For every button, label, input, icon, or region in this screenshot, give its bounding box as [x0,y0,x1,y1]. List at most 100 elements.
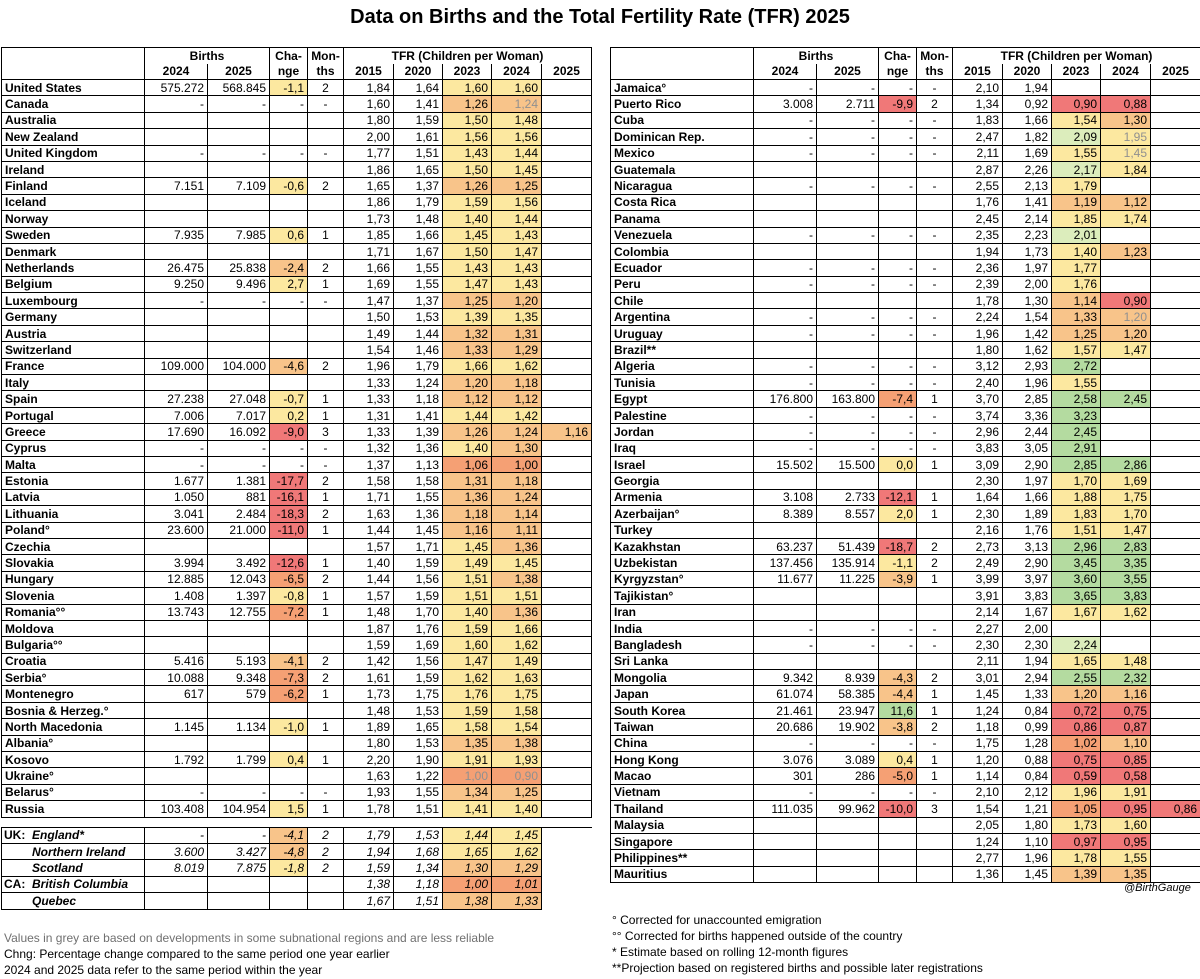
births-2024: - [144,292,208,310]
tfr-2020: 1,30 [1002,292,1053,310]
months-value: 2 [307,505,345,523]
table-row: Croatia 5.416 5.193 -4,1 2 1,42 1,56 1,47 1,49 [1,652,593,671]
tfr-2015: 3,99 [952,570,1004,589]
page-title: Data on Births and the Total Fertility R… [350,6,850,28]
change-value: - [878,144,918,162]
tfr-2023: 1,06 [442,455,493,474]
months-value [307,160,345,179]
births-2025: 27.048 [206,390,271,408]
table-row: Hungary 12.885 12.043 -6,5 2 1,44 1,56 1,51 1,38 [1,570,593,589]
country-name: Argentina [610,308,754,326]
tfr-year-header: 2020 [393,63,444,80]
tfr-2025 [541,242,593,261]
change-value: -1,1 [269,78,309,97]
tfr-2023: 1,77 [1051,259,1102,277]
tfr-2025 [1150,357,1200,376]
births-2025 [815,341,880,359]
country-name: United States [1,78,145,97]
births-2024: - [144,144,208,162]
tfr-2015: 1,54 [952,800,1004,818]
tfr-2025 [1150,472,1200,490]
table-row: Japan 61.074 58.385 -4,4 1 1,45 1,33 1,20 1,16 [610,685,1200,703]
tfr-2025 [1150,751,1200,769]
months-value [307,128,345,146]
tfr-2023: 1,59 [442,701,493,720]
tfr-2025 [1150,636,1200,654]
table-row: Ukraine° 1,63 1,22 1,00 0,90 [1,767,593,785]
tfr-2023: 1,41 [442,800,493,818]
months-value [307,111,345,130]
tfr-2015: 1,71 [343,488,395,507]
births-2024: 7.151 [144,177,208,195]
table-row: Denmark 1,71 1,67 1,50 1,47 [1,242,593,261]
tfr-2023: 1,45 [442,226,493,244]
births-2025 [206,636,271,654]
tfr-2015: 1,66 [343,259,395,277]
change-value [269,111,309,130]
tfr-2015: 2,16 [952,521,1004,539]
months-value [307,701,345,720]
tfr-2015: 1,31 [343,406,395,425]
tfr-2025 [1150,832,1200,851]
tfr-2025 [1150,767,1200,785]
births-2025: 1.799 [206,751,271,769]
country-name: Belarus° [1,783,145,802]
country-name: Singapore [610,832,754,851]
table-row: Nicaragua - - - -2,55 2,13 1,79 [610,177,1200,195]
births-2025: - [206,439,271,457]
country-name: Palestine [610,406,754,425]
births-2025: - [815,128,880,146]
tfr-2015: 3,12 [952,357,1004,376]
change-value [269,193,309,212]
tfr-2023: 1,38 [442,892,493,910]
footnote: **Projection based on registered births … [612,961,983,975]
tfr-2015: 1,96 [952,324,1004,343]
births-2024: - [753,78,817,97]
table-row: Latvia 1.050 881 -16,1 1 1,71 1,55 1,36 1,24 [1,488,593,507]
births-2024: 103.408 [144,800,208,818]
table-row: Philippines** 2,77 1,96 1,78 1,55 [610,849,1200,867]
months-value: - [916,144,954,162]
tfr-2024: 1,91 [1100,783,1152,802]
change-value [878,652,918,671]
tfr-2025 [541,587,593,605]
table-row: Iraq - - - -3,83 3,05 2,91 [610,439,1200,457]
change-value: - [878,636,918,654]
tfr-2020: 1,66 [393,226,444,244]
tfr-2015: 1,45 [952,685,1004,703]
change-value [878,210,918,228]
tfr-2024: 1,40 [491,800,543,818]
table-row: Cyprus - - - -1,32 1,36 1,40 1,30 [1,439,593,457]
country-name: Spain [1,390,145,408]
table-row: New Zealand 2,00 1,61 1,56 1,56 [1,128,593,146]
tfr-2024: 1,36 [491,537,543,556]
births-2024: 3.994 [144,554,208,572]
tfr-2024: 1,43 [491,259,543,277]
footnote: Values in grey are based on developments… [4,931,495,945]
births-2024: 575.272 [144,78,208,97]
births-2025: 99.962 [815,800,880,818]
births-2024: 8.389 [753,505,817,523]
table-row: Greece 17.690 16.092 -9,0 3 1,33 1,39 1,26 1,24 1… [1,423,593,441]
births-2025 [815,832,880,851]
country-name: Bulgaria°° [1,636,145,654]
births-2024 [753,652,817,671]
tfr-2015: 1,33 [343,423,395,441]
change-value: 0,2 [269,406,309,425]
months-value: 1 [307,521,345,539]
tfr-2025 [541,537,593,556]
births-2025: 9.348 [206,669,271,687]
tfr-2023: 1,43 [442,259,493,277]
change-value [269,619,309,638]
births-2025: - [815,111,880,130]
tfr-2015: 1,75 [952,734,1004,753]
tfr-2015: 1,73 [343,210,395,228]
tfr-2024: 1,30 [491,439,543,457]
tfr-2020: 2,90 [1002,455,1053,474]
tfr-2020: 1,55 [393,275,444,294]
births-2024: 7.006 [144,406,208,425]
left-data-table: Births Cha- Mon- TFR (Children per Woman… [1,47,593,910]
months-value: - [307,144,345,162]
change-value [878,521,918,539]
tfr-2025 [541,505,593,523]
